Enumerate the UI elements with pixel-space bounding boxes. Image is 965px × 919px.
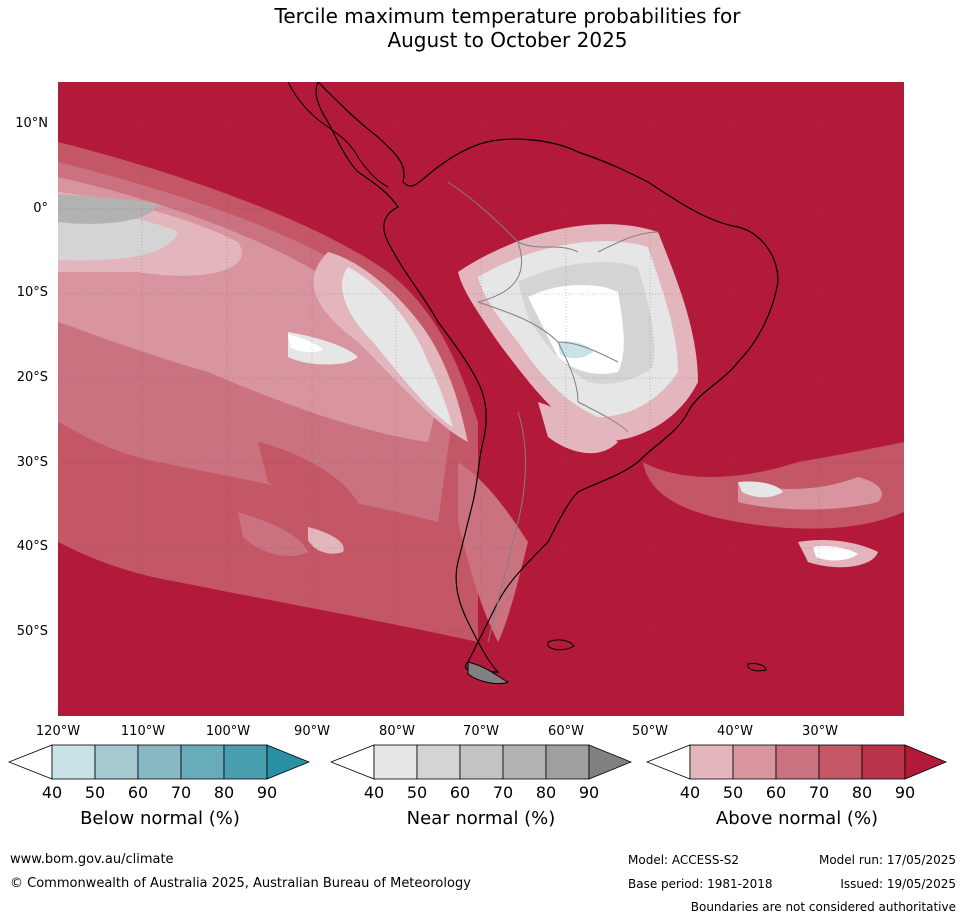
cbar1-tick-50: 50 — [84, 783, 106, 802]
cbar1-tick-90: 90 — [256, 783, 278, 802]
lon-label-110w: 110°W — [120, 724, 166, 739]
lon-label-60w: 60°W — [548, 724, 584, 739]
lon-label-100w: 100°W — [205, 724, 251, 739]
lat-label-0: 0° — [33, 201, 48, 216]
lat-label-10n: 10°N — [15, 116, 48, 131]
cbar3-tick-80: 80 — [851, 783, 873, 802]
cbar1-tick-40: 40 — [41, 783, 63, 802]
colorbar-above-normal — [646, 744, 948, 780]
colorbar-near-normal — [330, 744, 632, 780]
lat-label-20s: 20°S — [16, 370, 48, 385]
disclaimer-text: Boundaries are not considered authoritat… — [690, 900, 956, 914]
lat-label-40s: 40°S — [16, 539, 48, 554]
lon-label-80w: 80°W — [379, 724, 415, 739]
issued-text: Issued: 19/05/2025 — [840, 877, 956, 891]
lat-label-10s: 10°S — [16, 285, 48, 300]
title-line-1: Tercile maximum temperature probabilitie… — [274, 4, 741, 28]
cbar3-tick-70: 70 — [808, 783, 830, 802]
chart-title: Tercile maximum temperature probabilitie… — [0, 4, 965, 52]
base-period-text: Base period: 1981-2018 — [628, 877, 773, 891]
probability-map — [58, 82, 904, 716]
copyright-text: © Commonwealth of Australia 2025, Austra… — [10, 876, 471, 891]
lon-label-120w: 120°W — [35, 724, 81, 739]
model-run-text: Model run: 17/05/2025 — [818, 853, 956, 867]
cbar1-tick-70: 70 — [170, 783, 192, 802]
colorbar-below-normal — [8, 744, 310, 780]
cbar2-tick-80: 80 — [535, 783, 557, 802]
cbar2-tick-50: 50 — [406, 783, 428, 802]
cbar2-tick-70: 70 — [492, 783, 514, 802]
cbar3-tick-90: 90 — [894, 783, 916, 802]
cbar2-tick-90: 90 — [578, 783, 600, 802]
lon-label-90w: 90°W — [294, 724, 330, 739]
lon-label-50w: 50°W — [632, 724, 668, 739]
cbar3-tick-40: 40 — [679, 783, 701, 802]
lat-label-30s: 30°S — [16, 455, 48, 470]
cbar2-tick-40: 40 — [363, 783, 385, 802]
cbar1-tick-60: 60 — [127, 783, 149, 802]
cbar3-tick-60: 60 — [765, 783, 787, 802]
model-text: Model: ACCESS-S2 — [628, 853, 740, 867]
cbar1-tick-80: 80 — [213, 783, 235, 802]
website-link[interactable]: www.bom.gov.au/climate — [10, 852, 174, 867]
lat-label-50s: 50°S — [16, 624, 48, 639]
cbar1-title: Below normal (%) — [80, 808, 240, 829]
cbar2-title: Near normal (%) — [406, 808, 556, 829]
cbar3-tick-50: 50 — [722, 783, 744, 802]
lon-label-70w: 70°W — [463, 724, 499, 739]
lon-label-40w: 40°W — [717, 724, 753, 739]
cbar2-tick-60: 60 — [449, 783, 471, 802]
lon-label-30w: 30°W — [802, 724, 838, 739]
title-line-2: August to October 2025 — [387, 28, 628, 52]
cbar3-title: Above normal (%) — [715, 808, 879, 829]
